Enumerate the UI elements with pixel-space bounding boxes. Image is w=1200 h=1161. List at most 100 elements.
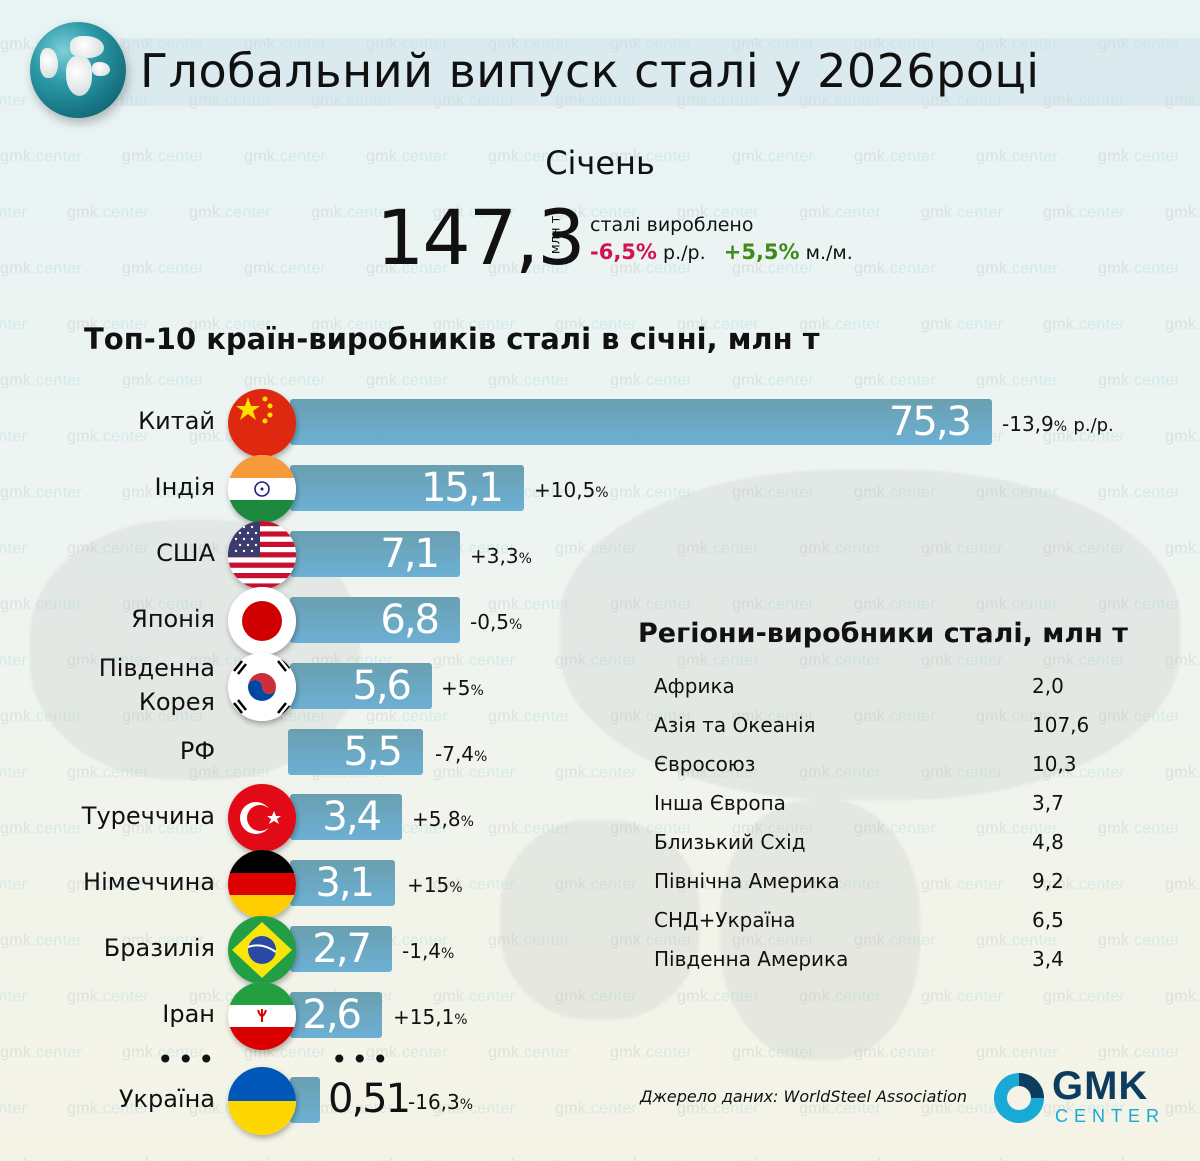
yoy-change: -13,9% р./р. <box>1002 411 1114 440</box>
total-output-value: 147,3 <box>376 193 586 282</box>
iran-flag-icon <box>228 982 296 1050</box>
country-label-line1: Південна <box>98 654 215 682</box>
change-value: -7,4 <box>435 742 475 766</box>
bar-value: 6,8 <box>380 597 440 643</box>
yoy-change: +5,8% <box>412 806 474 835</box>
month-label: Січень <box>545 144 655 182</box>
bar-germany[interactable]: 3,1 <box>290 860 395 906</box>
country-label: Південна Корея <box>99 651 215 719</box>
bar-value: 3,1 <box>315 860 375 906</box>
bar-turkey[interactable]: 3,4 <box>290 794 402 840</box>
bar-iran[interactable]: 2,6 <box>290 992 382 1038</box>
turkey-flag-icon <box>228 784 296 852</box>
chart-row-india: Індія 15,1 +10,5% <box>0 454 1200 524</box>
region-name: Близький Схід <box>654 830 806 854</box>
total-output-unit: млн т <box>546 204 566 266</box>
yoy-change: -7,4% <box>435 741 487 770</box>
change-value: -0,5 <box>470 610 510 634</box>
country-label: Німеччина <box>83 868 215 896</box>
yoy-change: -1,4% <box>402 938 454 967</box>
globe-icon <box>30 22 126 118</box>
change-value: +10,5 <box>534 478 596 502</box>
mom-change-label: м./м. <box>805 242 853 264</box>
region-row: СНД+Україна 6,5 <box>654 908 1074 938</box>
region-value: 10,3 <box>1032 752 1077 776</box>
bar-value: 15,1 <box>420 465 504 511</box>
india-flag-icon <box>228 455 296 523</box>
region-row: Африка 2,0 <box>654 674 1074 704</box>
summary-caption: сталі вироблено <box>590 214 754 236</box>
region-row: Близький Схід 4,8 <box>654 830 1074 860</box>
yoy-change: -0,5% <box>470 609 522 638</box>
ellipsis-right: ••• <box>331 1043 393 1076</box>
yoy-change-value: -6,5% <box>590 240 657 264</box>
gmk-logo-subtext: CENTER <box>1055 1106 1166 1126</box>
region-row: Південна Америка 3,4 <box>654 947 1074 977</box>
chart-row-rf: РФ 5,5 -7,4% <box>0 718 1200 788</box>
region-name: Євросоюз <box>654 752 756 776</box>
page-title: Глобальний випуск сталі у 2026році <box>140 44 1040 98</box>
regions-title: Регіони-виробники сталі, млн т <box>638 618 1128 649</box>
bar-japan[interactable]: 6,8 <box>290 597 460 643</box>
ellipsis-left: ••• <box>157 1043 219 1076</box>
yoy-change: +15,1% <box>393 1004 468 1033</box>
country-label: Бразилія <box>103 934 215 962</box>
chart-row-germany: Німеччина 3,1 +15% <box>0 849 1200 919</box>
data-source: Джерело даних: WorldSteel Association <box>640 1087 968 1106</box>
change-value: -13,9 <box>1002 412 1054 436</box>
yoy-change: +10,5% <box>534 477 609 506</box>
bar-china[interactable]: 75,3 <box>290 399 992 445</box>
yoy-change: +5% <box>441 675 484 704</box>
bar-south-korea[interactable]: 5,6 <box>290 663 432 709</box>
change-value: -1,4 <box>402 939 442 963</box>
change-value: +5,8 <box>412 807 461 831</box>
japan-flag-icon <box>228 587 296 655</box>
bar-value: 2,7 <box>312 926 372 972</box>
title-band <box>120 38 1200 106</box>
percent-sign: % <box>454 1012 468 1028</box>
change-value: +3,3 <box>470 544 519 568</box>
country-label: Японія <box>131 605 215 633</box>
region-name: Північна Америка <box>654 869 840 893</box>
bar-rf[interactable]: 5,5 <box>288 729 423 775</box>
country-label: Туреччина <box>81 802 215 830</box>
bar-value: 75,3 <box>888 399 972 445</box>
gmk-logo-ring-icon <box>994 1073 1044 1123</box>
region-name: Африка <box>654 674 735 698</box>
change-value: +15 <box>407 873 450 897</box>
region-value: 4,8 <box>1032 830 1064 854</box>
percent-sign: % <box>449 880 463 896</box>
region-value: 107,6 <box>1032 713 1090 737</box>
chart-row-japan: Японія 6,8 -0,5% <box>0 586 1200 656</box>
bar-brazil[interactable]: 2,7 <box>290 926 392 972</box>
china-flag-icon <box>228 389 296 457</box>
top10-chart-title: Топ-10 країн-виробників сталі в січні, м… <box>84 322 820 356</box>
percent-sign: % <box>459 1097 474 1113</box>
region-name: Інша Європа <box>654 791 786 815</box>
bar-value: 3,4 <box>322 794 382 840</box>
bar-india[interactable]: 15,1 <box>290 465 524 511</box>
chart-row-iran: Іран 2,6 +15,1% <box>0 981 1200 1051</box>
brazil-flag-icon <box>228 916 296 984</box>
bar-value: 7,1 <box>380 531 440 577</box>
yoy-change-label: р./р. <box>663 242 706 264</box>
region-row: Інша Європа 3,7 <box>654 791 1074 821</box>
country-label: РФ <box>179 737 215 765</box>
watermark-row: gmk.centergmk.centergmk.centergmk.center… <box>0 1156 1200 1161</box>
mom-change-value: +5,5% <box>723 240 800 264</box>
country-label: США <box>156 539 215 567</box>
chart-row-turkey: Туреччина 3,4 +5,8% <box>0 783 1200 853</box>
bar-value: 5,6 <box>352 663 412 709</box>
country-label: Україна <box>118 1085 215 1113</box>
yoy-suffix: р./р. <box>1073 415 1114 436</box>
bar-usa[interactable]: 7,1 <box>290 531 460 577</box>
percent-sign: % <box>518 551 532 567</box>
usa-flag-icon <box>228 521 296 589</box>
country-label-line2: Корея <box>138 688 215 716</box>
region-value: 3,4 <box>1032 947 1064 971</box>
region-value: 2,0 <box>1032 674 1064 698</box>
region-name: Південна Америка <box>654 947 849 971</box>
chart-row-ukraine: Україна 0,51 -16,3% <box>0 1066 1200 1136</box>
region-value: 3,7 <box>1032 791 1064 815</box>
south-korea-flag-icon <box>228 653 296 721</box>
